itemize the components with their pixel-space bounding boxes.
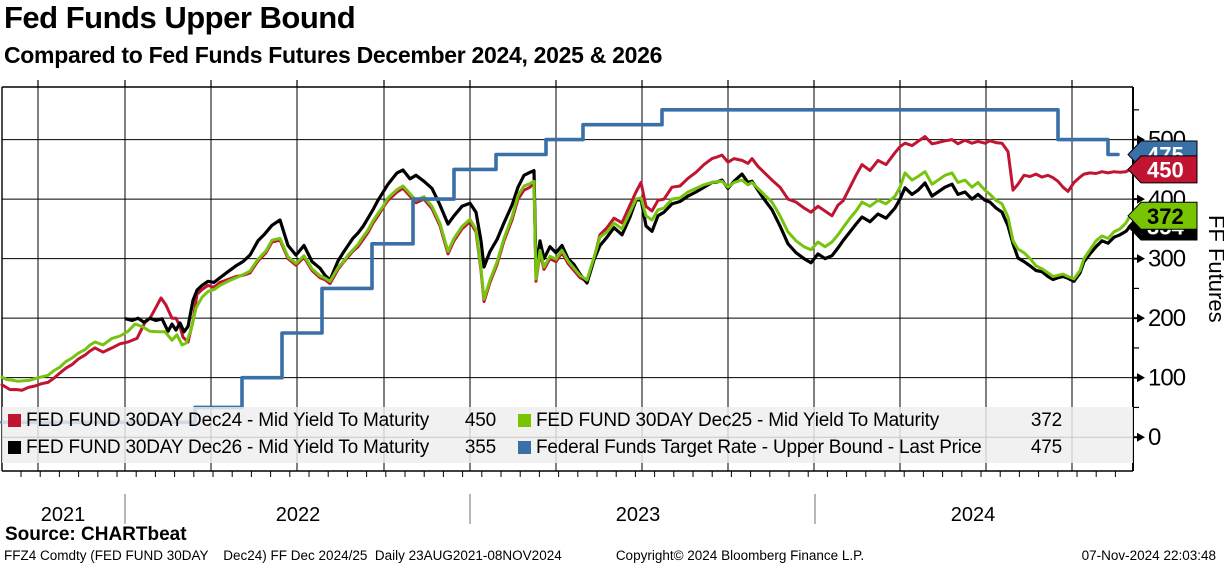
page-title: Fed Funds Upper Bound xyxy=(4,0,356,35)
footer-timestamp: 07-Nov-2024 22:03:48 xyxy=(1081,548,1216,563)
y-tick-arrow-icon xyxy=(1137,135,1145,145)
dec24-swatch-icon xyxy=(8,414,21,427)
legend-row: FED FUND 30DAY Dec24 - Mid Yield To Matu… xyxy=(2,407,1133,434)
source-line: Source: CHARTbeat xyxy=(5,524,187,545)
y-tick-arrow-icon xyxy=(1137,373,1145,383)
y-tick-label: 200 xyxy=(1148,305,1186,332)
legend-item-dec26[interactable]: FED FUND 30DAY Dec26 - Mid Yield To Matu… xyxy=(8,437,498,459)
legend-value: 450 xyxy=(464,409,496,431)
y-tick-label: 0 xyxy=(1148,424,1161,451)
y-tick-label: 100 xyxy=(1148,365,1186,392)
y-tick-arrow-icon xyxy=(1137,432,1145,442)
series-line-fed-fund-30day-dec26 xyxy=(124,168,1132,334)
page-subtitle: Compared to Fed Funds Futures December 2… xyxy=(4,42,663,68)
legend-label: Federal Funds Target Rate - Upper Bound … xyxy=(536,436,982,458)
legend-item-dec25[interactable]: FED FUND 30DAY Dec25 - Mid Yield To Matu… xyxy=(518,410,1064,432)
dec25-swatch-icon xyxy=(518,414,531,427)
footer-bar: FFZ4 Comdty (FED FUND 30DAY Dec24) FF De… xyxy=(0,546,1224,566)
legend-value: 355 xyxy=(464,436,496,458)
legend-label: FED FUND 30DAY Dec25 - Mid Yield To Matu… xyxy=(536,409,940,431)
year-label: 2022 xyxy=(276,504,321,526)
footer-security-info: FFZ4 Comdty (FED FUND 30DAY Dec24) FF De… xyxy=(4,548,562,563)
legend-row: FED FUND 30DAY Dec26 - Mid Yield To Matu… xyxy=(2,434,1133,461)
price-tag-value: 372 xyxy=(1147,204,1184,229)
year-label: 2023 xyxy=(616,504,661,526)
legend-value: 475 xyxy=(1030,436,1062,458)
legend-label: FED FUND 30DAY Dec24 - Mid Yield To Matu… xyxy=(26,409,430,431)
chart-legend: FED FUND 30DAY Dec24 - Mid Yield To Matu… xyxy=(2,407,1133,463)
series-line-fed-fund-30day-dec25 xyxy=(0,170,1132,383)
legend-value: 372 xyxy=(1030,409,1062,431)
footer-copyright: Copyright© 2024 Bloomberg Finance L.P. xyxy=(615,548,865,563)
y-tick-arrow-icon xyxy=(1137,194,1145,204)
price-tag xyxy=(1127,201,1198,230)
year-label: 2024 xyxy=(951,504,996,526)
price-tag-value: 450 xyxy=(1147,157,1184,182)
y-axis-title: FF Futures xyxy=(1204,215,1224,323)
y-tick-label: 300 xyxy=(1148,246,1186,273)
dec26-swatch-icon xyxy=(8,441,21,454)
target-rate-swatch-icon xyxy=(518,441,531,454)
y-tick-arrow-icon xyxy=(1137,313,1145,323)
legend-label: FED FUND 30DAY Dec26 - Mid Yield To Matu… xyxy=(26,436,430,458)
y-tick-arrow-icon xyxy=(1137,254,1145,264)
legend-item-dec24[interactable]: FED FUND 30DAY Dec24 - Mid Yield To Matu… xyxy=(8,410,498,432)
legend-item-target-rate[interactable]: Federal Funds Target Rate - Upper Bound … xyxy=(518,437,1064,459)
year-label: 2021 xyxy=(41,504,86,526)
series-line-fed-fund-30day-dec24 xyxy=(0,135,1132,392)
price-tag xyxy=(1127,155,1198,184)
series-line-federal-funds-target-rate-upper-bound xyxy=(0,108,1120,425)
